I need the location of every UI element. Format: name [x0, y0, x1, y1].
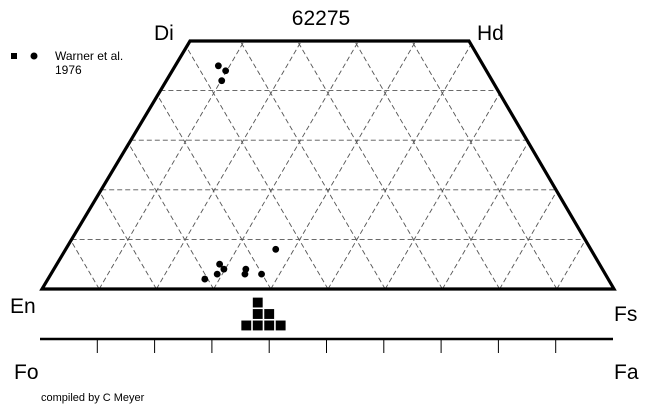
grid-line-diagonal-right	[99, 192, 157, 290]
legend-square-marker	[11, 53, 17, 59]
grid-line-diagonal-left	[213, 40, 359, 290]
axis-label-fo: Fo	[14, 361, 39, 384]
pyroxene-point	[216, 260, 224, 268]
grid-line-diagonal-right	[239, 40, 386, 290]
vertex-label-fs: Fs	[614, 303, 637, 326]
grid-line-diagonal-left	[156, 40, 302, 290]
grid-line-diagonal-left	[442, 142, 529, 290]
olivine-axis-ticks	[96, 340, 557, 353]
pyroxene-point	[218, 77, 226, 85]
legend-text-line1: Warner et al.	[55, 49, 123, 63]
pyroxene-point	[201, 275, 209, 283]
vertex-label-en: En	[10, 295, 36, 318]
pyroxene-point	[241, 270, 249, 278]
vertex-label-di: Di	[154, 22, 174, 45]
pyroxene-point	[220, 265, 228, 273]
grid-line-diagonal-right	[354, 40, 500, 290]
grid-line-diagonal-right	[186, 46, 329, 290]
olivine-histogram	[241, 297, 286, 331]
vertex-label-hd: Hd	[477, 22, 504, 45]
grid-line-diagonal-right	[297, 40, 443, 290]
pyroxene-point	[272, 245, 280, 253]
grid-line-diagonal-left	[270, 40, 417, 290]
legend-circle-marker	[30, 52, 38, 60]
pyroxene-points	[201, 62, 280, 283]
olivine-histogram-square	[275, 320, 286, 331]
olivine-histogram-square	[252, 320, 263, 331]
olivine-histogram-square	[252, 297, 263, 308]
quadrilateral-outline	[39, 39, 617, 291]
pyroxene-point	[258, 270, 265, 278]
quadrilateral-grid	[70, 40, 615, 290]
grid-line-diagonal-right	[157, 95, 272, 290]
grid-line-diagonal-right	[70, 240, 100, 290]
olivine-histogram-square	[252, 309, 263, 319]
grid-line-diagonal-left	[556, 240, 586, 290]
credit-text: compiled by C Meyer	[41, 392, 145, 404]
pyroxene-point	[214, 62, 222, 70]
grid-line-diagonal-right	[411, 40, 558, 290]
grid-line-diagonal-right	[128, 143, 214, 290]
legend-text-line2: 1976	[55, 63, 82, 77]
olivine-histogram-square	[264, 320, 275, 331]
axis-label-fa: Fa	[614, 361, 639, 384]
grid-line-diagonal-left	[327, 44, 472, 290]
olivine-histogram-square	[241, 320, 252, 331]
diagram-title: 62275	[292, 7, 350, 30]
pyroxene-point	[213, 270, 221, 278]
pyroxene-point	[222, 67, 230, 75]
olivine-histogram-square	[264, 309, 275, 319]
